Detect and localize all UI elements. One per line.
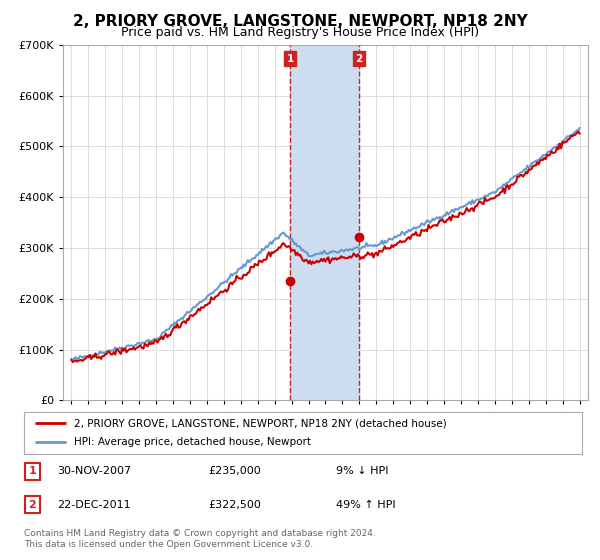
Text: Contains HM Land Registry data © Crown copyright and database right 2024.
This d: Contains HM Land Registry data © Crown c…	[24, 529, 376, 549]
Text: £235,000: £235,000	[208, 466, 261, 476]
Text: 2, PRIORY GROVE, LANGSTONE, NEWPORT, NP18 2NY (detached house): 2, PRIORY GROVE, LANGSTONE, NEWPORT, NP1…	[74, 418, 447, 428]
Text: 22-DEC-2011: 22-DEC-2011	[58, 500, 131, 510]
Text: 2: 2	[28, 500, 36, 510]
Text: Price paid vs. HM Land Registry's House Price Index (HPI): Price paid vs. HM Land Registry's House …	[121, 26, 479, 39]
Text: 30-NOV-2007: 30-NOV-2007	[58, 466, 131, 476]
Text: 1: 1	[287, 54, 294, 64]
Text: 2, PRIORY GROVE, LANGSTONE, NEWPORT, NP18 2NY: 2, PRIORY GROVE, LANGSTONE, NEWPORT, NP1…	[73, 14, 527, 29]
Bar	[290, 45, 359, 400]
Text: 1: 1	[28, 466, 36, 476]
Text: 2: 2	[355, 54, 362, 64]
Text: 49% ↑ HPI: 49% ↑ HPI	[337, 500, 396, 510]
Text: £322,500: £322,500	[208, 500, 261, 510]
Text: HPI: Average price, detached house, Newport: HPI: Average price, detached house, Newp…	[74, 437, 311, 447]
Text: 9% ↓ HPI: 9% ↓ HPI	[337, 466, 389, 476]
